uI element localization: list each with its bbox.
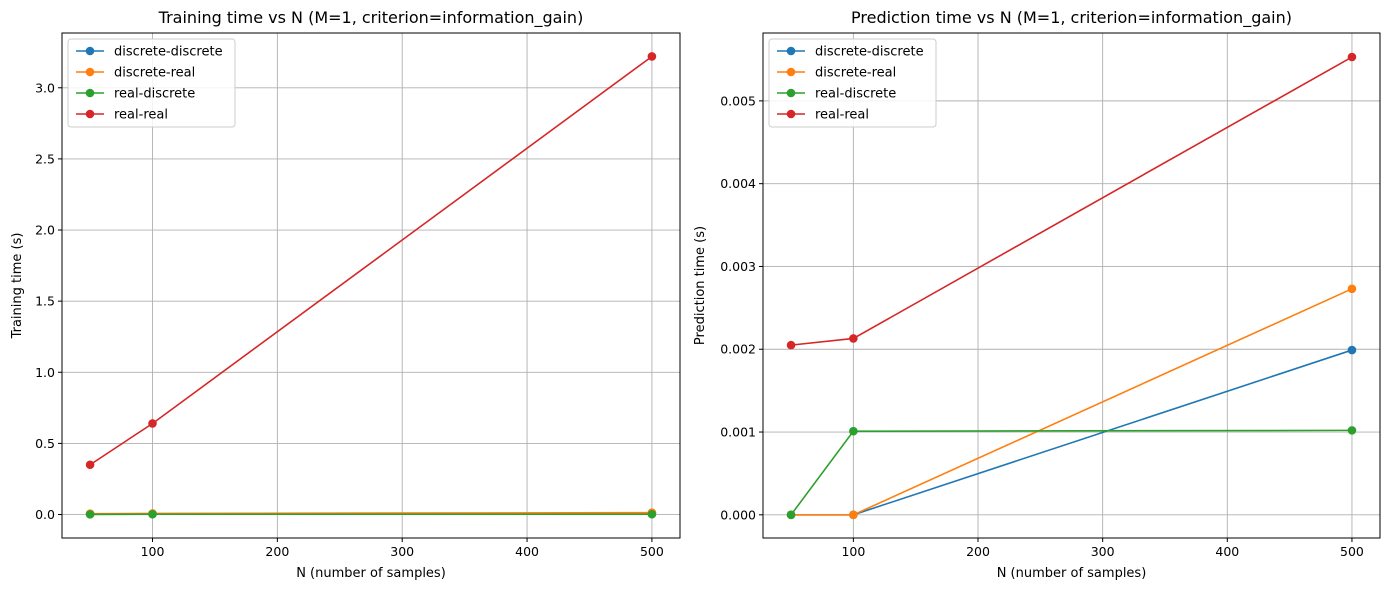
- x-tick-label: 200: [966, 544, 990, 559]
- legend-entry-label: real-discrete: [114, 87, 195, 102]
- chart-title: Prediction time vs N (M=1, criterion=inf…: [851, 8, 1292, 28]
- y-tick-label: 1.0: [35, 365, 55, 380]
- y-tick-label: 0.0: [35, 507, 55, 522]
- chart-title: Training time vs N (M=1, criterion=infor…: [158, 8, 584, 28]
- data-point-discrete-real: [1348, 285, 1357, 294]
- legend-swatch-marker: [86, 110, 95, 119]
- legend-entry-label: discrete-real: [815, 66, 896, 81]
- x-axis-label: N (number of samples): [296, 566, 446, 581]
- chart-panel-1: 100 200 300 400 500 0.0 0.5 1.0 1.5 2.0 2.5 3.0 Trai…: [10, 8, 680, 581]
- x-tick-label: 400: [515, 544, 539, 559]
- data-point-real-real: [849, 334, 858, 343]
- data-point-real-discrete: [648, 510, 657, 519]
- legend-entry-label: real-real: [114, 108, 168, 123]
- y-tick-label: 0.002: [720, 342, 756, 357]
- y-tick-label: 2.0: [35, 223, 55, 238]
- legend-swatch-marker: [86, 68, 95, 77]
- x-tick-label: 100: [141, 544, 165, 559]
- legend: discrete-discrete discrete-real real-discr…: [769, 39, 936, 127]
- y-axis-label: Prediction time (s): [693, 226, 708, 345]
- x-tick-label: 100: [841, 544, 865, 559]
- x-tick-label: 300: [1091, 544, 1115, 559]
- x-tick-label: 500: [640, 544, 664, 559]
- y-tick-label: 0.005: [720, 93, 756, 108]
- data-point-real-discrete: [86, 510, 95, 519]
- legend-entry-label: discrete-discrete: [815, 45, 924, 60]
- x-tick-label: 500: [1340, 544, 1364, 559]
- data-point-real-real: [148, 419, 157, 428]
- legend-entry-label: real-real: [815, 108, 869, 123]
- y-tick-label: 0.5: [35, 436, 55, 451]
- legend-swatch-marker: [787, 89, 796, 98]
- legend-entry-label: discrete-real: [114, 66, 195, 81]
- chart-panel-2: 100 200 300 400 500 0.000 0.001 0.002 0.003 0.004…: [693, 8, 1380, 581]
- data-point-discrete-real: [849, 511, 858, 520]
- y-tick-label: 0.004: [720, 176, 756, 191]
- x-tick-label: 200: [265, 544, 289, 559]
- legend: discrete-discrete discrete-real real-discr…: [68, 39, 235, 127]
- data-point-real-real: [1348, 53, 1357, 62]
- y-tick-label: 1.5: [35, 294, 55, 309]
- legend-swatch-marker: [787, 110, 796, 119]
- data-point-real-discrete: [1348, 426, 1357, 435]
- x-tick-label: 300: [390, 544, 414, 559]
- data-point-real-real: [787, 341, 796, 350]
- y-tick-label: 0.001: [720, 425, 756, 440]
- x-axis-label: N (number of samples): [997, 566, 1147, 581]
- legend-swatch-marker: [86, 89, 95, 98]
- y-tick-label: 0.000: [720, 507, 756, 522]
- data-point-real-real: [648, 52, 657, 61]
- y-tick-label: 2.5: [35, 151, 55, 166]
- data-point-real-discrete: [787, 511, 796, 520]
- legend-swatch-marker: [86, 47, 95, 56]
- legend-entry-label: discrete-discrete: [114, 45, 223, 60]
- data-point-real-discrete: [148, 510, 157, 519]
- data-point-real-discrete: [849, 427, 858, 436]
- y-axis-label: Training time (s): [10, 233, 25, 340]
- legend-swatch-marker: [787, 47, 796, 56]
- y-tick-label: 3.0: [35, 80, 55, 95]
- legend-swatch-marker: [787, 68, 796, 77]
- y-tick-label: 0.003: [720, 259, 756, 274]
- data-point-discrete-discrete: [1348, 346, 1357, 355]
- legend-entry-label: real-discrete: [815, 87, 896, 102]
- data-point-real-real: [86, 460, 95, 469]
- x-tick-label: 400: [1215, 544, 1239, 559]
